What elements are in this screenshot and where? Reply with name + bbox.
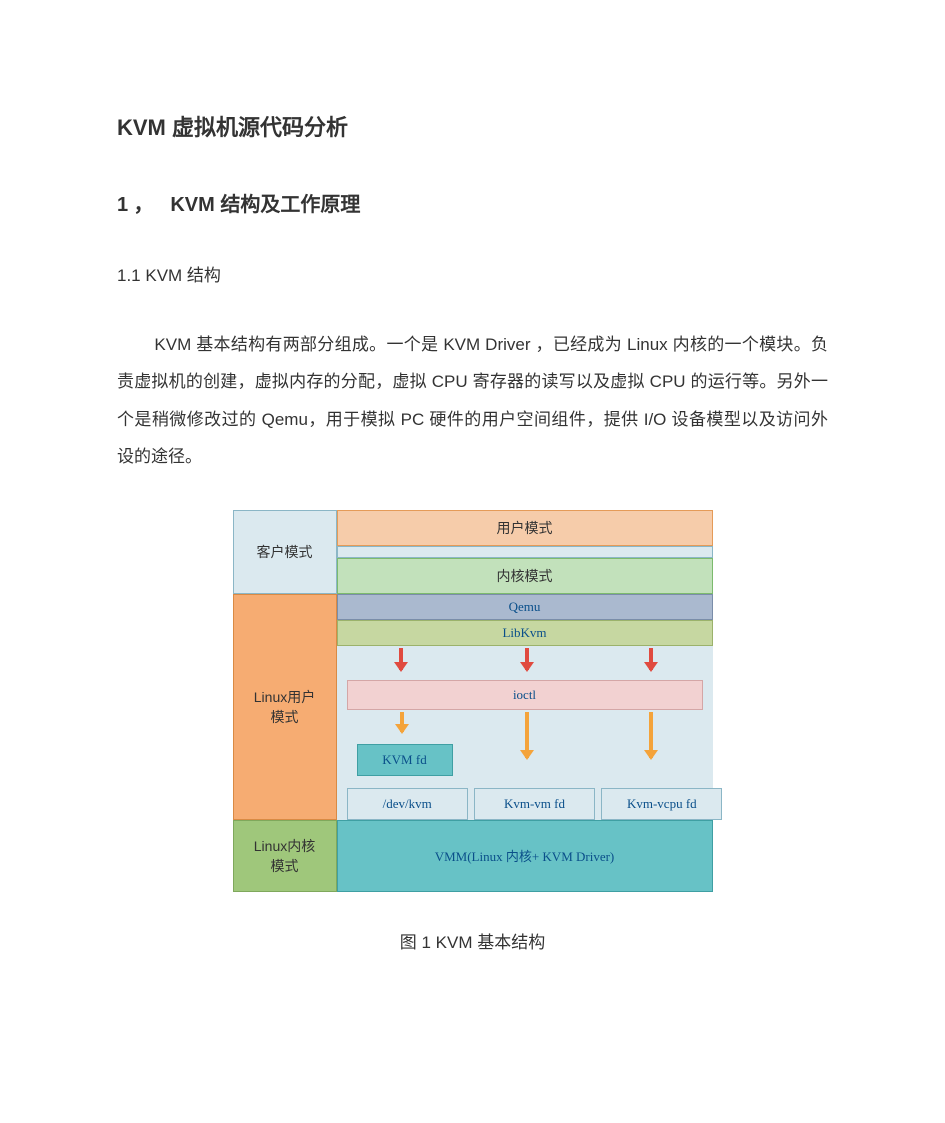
arrow-orange-2-icon <box>525 712 529 758</box>
fd-row: /dev/kvm Kvm-vm fd Kvm-vcpu fd <box>337 788 733 820</box>
orange-arrows: KVM fd <box>337 710 713 770</box>
guest-right: 用户模式 内核模式 <box>337 510 713 594</box>
arrow-red-3-icon <box>649 648 653 670</box>
section-number: 1 ， <box>117 194 154 216</box>
document-page: KVM 虚拟机源代码分析 1 ， KVM 结构及工作原理 1.1 KVM 结构 … <box>0 0 945 1123</box>
red-arrows <box>337 646 713 680</box>
section-title: KVM 结构及工作原理 <box>170 194 360 216</box>
linux-user-mode-cell: Linux用户 模式 <box>233 594 337 820</box>
vmm-cell: VMM(Linux 内核+ KVM Driver) <box>337 820 713 892</box>
subsection-heading: 1.1 KVM 结构 <box>117 261 828 286</box>
figure-caption: 图 1 KVM 基本结构 <box>233 928 713 953</box>
diagram-row-usermode: Linux用户 模式 Qemu LibKvm ioctl <box>233 594 713 820</box>
qemu-cell: Qemu <box>337 594 713 620</box>
libkvm-cell: LibKvm <box>337 620 713 646</box>
guest-mode-cell: 客户模式 <box>233 510 337 594</box>
arrow-red-2-icon <box>525 648 529 670</box>
diagram-row-kernelmode: Linux内核 模式 VMM(Linux 内核+ KVM Driver) <box>233 820 713 892</box>
arrow-red-1-icon <box>399 648 403 670</box>
ioctl-cell: ioctl <box>347 680 703 710</box>
user-mode-cell: 用户模式 <box>337 510 713 546</box>
kvm-fd-cell: KVM fd <box>357 744 453 776</box>
diagram-row-guest: 客户模式 用户模式 内核模式 <box>233 510 713 594</box>
linux-kernel-mode-cell: Linux内核 模式 <box>233 820 337 892</box>
arrow-orange-3-icon <box>649 712 653 758</box>
dev-kvm-cell: /dev/kvm <box>347 788 468 820</box>
figure: 客户模式 用户模式 内核模式 Linux用户 模式 Qemu LibKvm <box>233 510 713 953</box>
kernel-mode-cell: 内核模式 <box>337 558 713 594</box>
section-heading: 1 ， KVM 结构及工作原理 <box>117 188 828 217</box>
kvm-vm-fd-cell: Kvm-vm fd <box>474 788 595 820</box>
usermode-right: Qemu LibKvm ioctl <box>337 594 713 820</box>
kvm-vcpu-fd-cell: Kvm-vcpu fd <box>601 788 722 820</box>
body-paragraph: KVM 基本结构有两部分组成。一个是 KVM Driver ，已经成为 Linu… <box>117 326 828 476</box>
kvm-structure-diagram: 客户模式 用户模式 内核模式 Linux用户 模式 Qemu LibKvm <box>233 510 713 892</box>
gap-cell-1 <box>337 546 713 558</box>
arrow-orange-1-icon <box>400 712 404 732</box>
doc-title: KVM 虚拟机源代码分析 <box>117 110 828 142</box>
